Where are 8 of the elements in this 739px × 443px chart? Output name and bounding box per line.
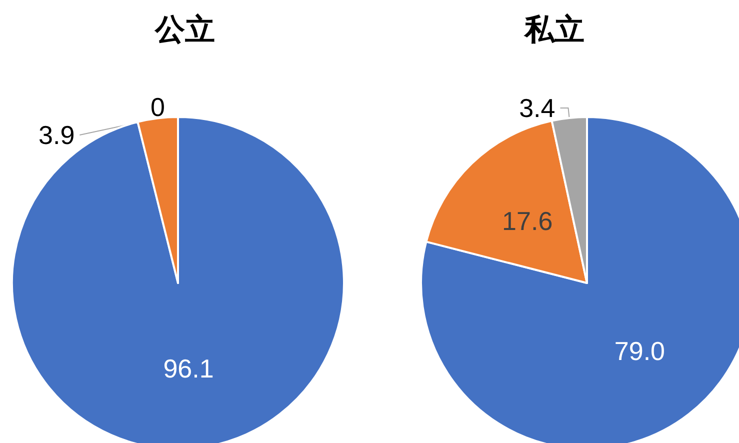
chart-title: 公立: [154, 12, 215, 48]
chart-title: 私立: [524, 12, 584, 48]
data-label: 96.1: [163, 353, 214, 384]
text: 0: [150, 92, 165, 122]
data-label: 79.0: [614, 336, 666, 366]
data-label: 3.9: [38, 120, 75, 150]
data-label: 17.6: [502, 206, 553, 236]
data-label: 3.4: [519, 93, 556, 124]
